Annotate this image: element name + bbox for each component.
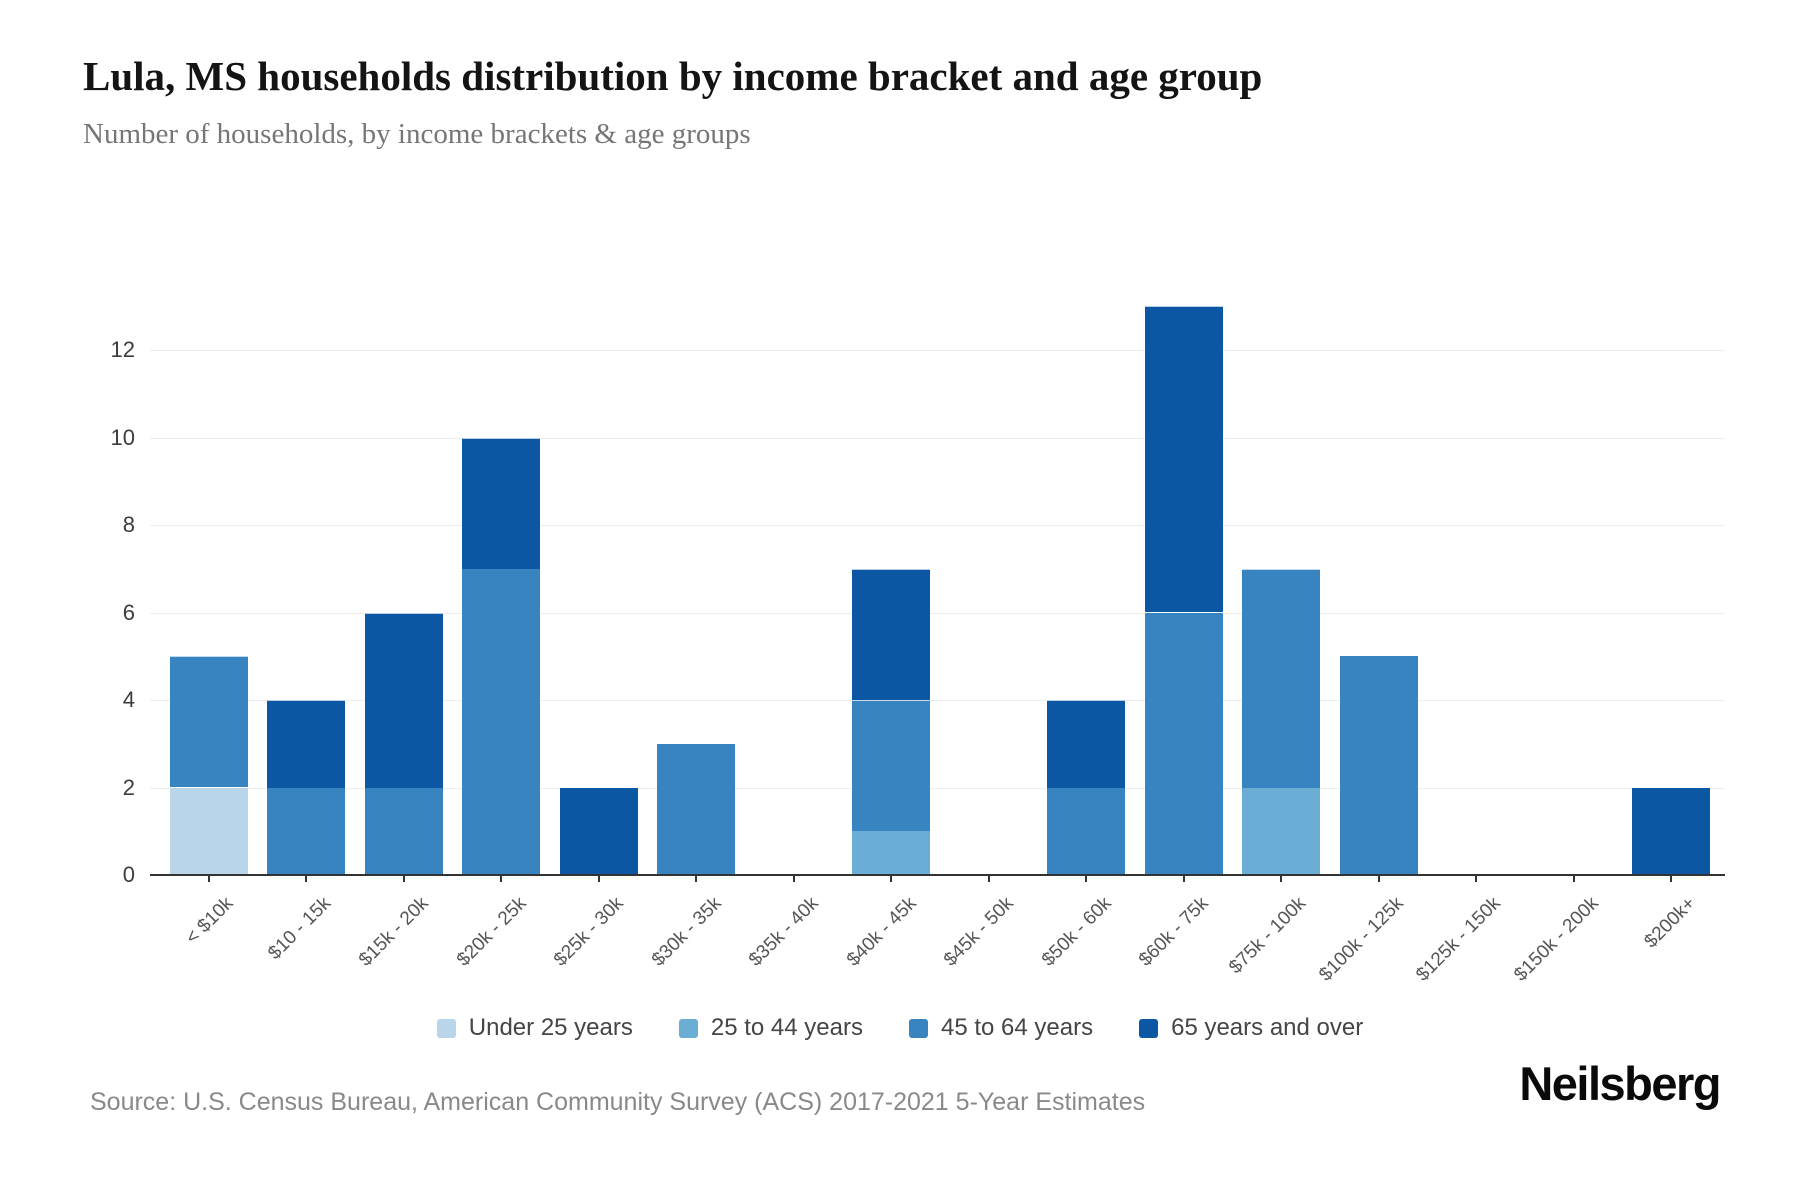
x-axis-line [150, 874, 1725, 876]
x-axis-tick [793, 875, 795, 882]
x-axis-tick [305, 875, 307, 882]
bar-segment[interactable] [1242, 788, 1320, 876]
neilsberg-logo: Neilsberg [1519, 1057, 1721, 1110]
x-axis-category-label: $25k - 30k [550, 893, 628, 971]
y-axis-tick-label: 0 [122, 862, 135, 887]
bar-segment[interactable] [267, 700, 345, 788]
x-axis-tick [988, 875, 990, 882]
x-axis-category-label: $60k - 75k [1135, 893, 1213, 971]
x-axis-category-label: $200k+ [1640, 893, 1701, 953]
chart-legend: Under 25 years 25 to 44 years 45 to 64 yea… [0, 1014, 1800, 1042]
x-axis-tick [1670, 875, 1672, 882]
y-gridline [150, 525, 1725, 526]
page-title: Lula, MS households distribution by inco… [83, 53, 1263, 99]
bar-segment[interactable] [462, 438, 540, 569]
x-axis-tick [1475, 875, 1477, 882]
legend-item[interactable]: 65 years and over [1139, 1014, 1363, 1042]
legend-swatch-icon [908, 1018, 928, 1038]
y-axis-tick-label: 4 [122, 687, 135, 712]
x-axis-tick [1573, 875, 1575, 882]
bar-segment[interactable] [560, 788, 638, 876]
bar-segment[interactable] [852, 831, 930, 875]
legend-label: 65 years and over [1171, 1014, 1364, 1041]
bar-segment[interactable] [170, 656, 248, 787]
legend-label: Under 25 years [468, 1014, 633, 1041]
x-axis-category-label: $20k - 25k [452, 893, 531, 971]
bar-segment[interactable] [170, 788, 248, 876]
bar-segment[interactable] [365, 788, 443, 876]
y-gridline [150, 788, 1725, 789]
page-subtitle: Number of households, by income brackets… [83, 118, 751, 150]
bar-segment[interactable] [1047, 788, 1125, 876]
x-axis-category-label: $15k - 20k [355, 893, 433, 971]
x-axis-category-label: $35k - 40k [745, 893, 823, 971]
bar-segment[interactable] [462, 569, 540, 875]
y-gridline [150, 613, 1725, 614]
x-axis-tick [1280, 875, 1282, 882]
y-gridline [150, 350, 1725, 351]
x-axis-category-label: < $10k [182, 893, 238, 949]
bar-segment[interactable] [267, 788, 345, 876]
bar-segment[interactable] [1632, 788, 1710, 876]
x-axis-tick [208, 875, 210, 882]
y-gridline [150, 438, 1725, 439]
bar-segment[interactable] [852, 569, 930, 700]
x-axis-category-label: $40k - 45k [842, 893, 921, 971]
x-axis-category-label: $100k - 125k [1315, 893, 1408, 986]
bar-segment[interactable] [1145, 613, 1223, 876]
bar-segment[interactable] [657, 744, 735, 875]
x-axis-tick [500, 875, 502, 882]
y-axis-tick-label: 12 [110, 337, 135, 362]
x-axis-tick [695, 875, 697, 882]
legend-item[interactable]: 25 to 44 years [678, 1014, 863, 1042]
bar-segment[interactable] [1242, 569, 1320, 788]
y-axis-tick-label: 6 [122, 600, 135, 625]
y-axis-tick-label: 10 [110, 425, 135, 450]
bar-segment[interactable] [1047, 700, 1125, 788]
x-axis-category-label: $50k - 60k [1037, 893, 1116, 971]
legend-item[interactable]: 45 to 64 years [908, 1014, 1094, 1042]
legend-label: 45 to 64 years [940, 1014, 1094, 1041]
bar-segment[interactable] [852, 700, 930, 831]
legend-item[interactable]: Under 25 years [436, 1014, 633, 1042]
x-axis-category-label: $45k - 50k [940, 893, 1018, 971]
x-axis-category-label: $125k - 150k [1412, 893, 1506, 986]
x-axis-tick [403, 875, 405, 882]
x-axis-category-label: $10 - 15k [264, 893, 336, 964]
legend-swatch-icon [1139, 1018, 1159, 1038]
y-gridline [150, 700, 1725, 701]
x-axis-category-label: $30k - 35k [647, 893, 726, 971]
legend-swatch-icon [678, 1018, 698, 1038]
x-axis-tick [1378, 875, 1380, 882]
bar-segment[interactable] [1145, 306, 1223, 612]
x-axis-tick [1085, 875, 1087, 882]
x-axis-category-label: $150k - 200k [1510, 893, 1603, 986]
bar-segment[interactable] [1340, 656, 1418, 875]
x-axis-category-label: $75k - 100k [1225, 893, 1311, 979]
source-note: Source: U.S. Census Bureau, American Com… [90, 1088, 1146, 1116]
x-axis-tick [598, 875, 600, 882]
legend-label: 25 to 44 years [710, 1014, 863, 1041]
x-axis-tick [1183, 875, 1185, 882]
y-axis-tick-label: 2 [122, 775, 135, 800]
legend-swatch-icon [436, 1018, 456, 1038]
x-axis-tick [890, 875, 892, 882]
bar-segment[interactable] [365, 613, 443, 788]
y-axis-tick-label: 8 [122, 512, 135, 537]
